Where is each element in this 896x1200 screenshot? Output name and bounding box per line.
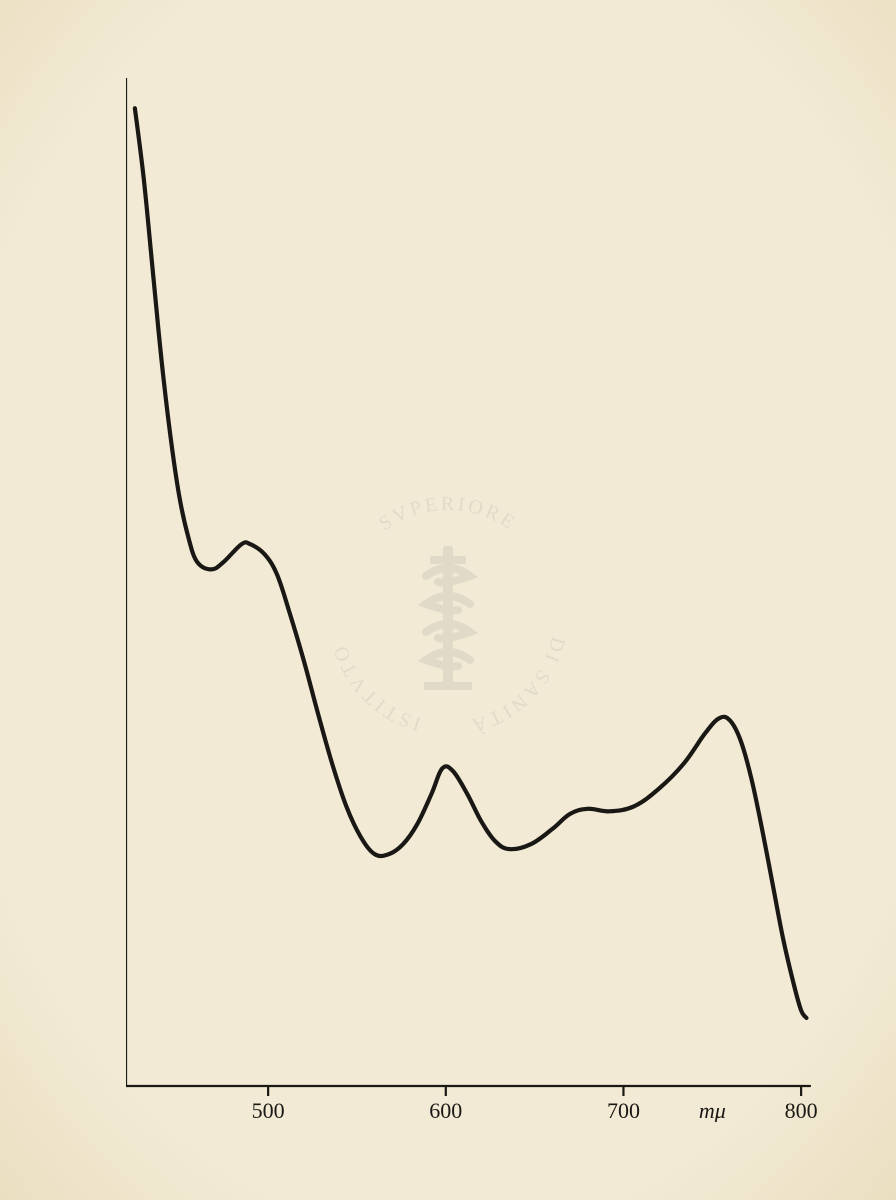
svg-text:500: 500: [252, 1098, 285, 1122]
chart-container: 500600700800mμ5101520253035E1%1cm: [126, 78, 818, 1122]
spectral-chart: 500600700800mμ5101520253035E1%1cm: [126, 78, 818, 1122]
svg-text:700: 700: [607, 1098, 640, 1122]
svg-text:800: 800: [785, 1098, 818, 1122]
svg-text:mμ: mμ: [699, 1098, 726, 1122]
svg-text:600: 600: [429, 1098, 462, 1122]
